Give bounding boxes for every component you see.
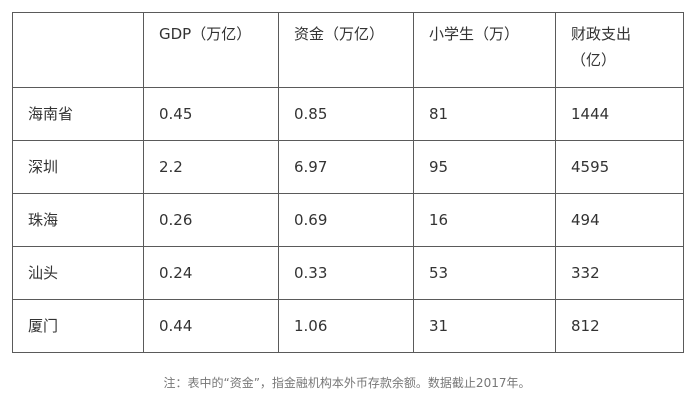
cell-funds: 0.33 [278,246,414,300]
header-label: GDP（万亿） [159,25,252,43]
header-region [12,12,144,88]
cell-region: 珠海 [12,193,144,247]
cell-pupils: 31 [413,299,556,353]
header-pupils: 小学生（万） [413,12,556,88]
table-row: 海南省 0.45 0.85 81 1444 [12,87,684,141]
cell-pupils: 16 [413,193,556,247]
header-fiscal-spending: 财政支出 （亿） [555,12,684,88]
cell-region: 深圳 [12,140,144,194]
cell-pupils: 53 [413,246,556,300]
cell-region: 汕头 [12,246,144,300]
cell-gdp: 2.2 [143,140,279,194]
header-label: 小学生（万） [429,25,520,43]
cell-pupils: 81 [413,87,556,141]
table-footnote: 注：表中的“资金”，指金融机构本外币存款余额。数据截止2017年。 [163,376,531,390]
cell-region: 厦门 [12,299,144,353]
cell-fiscal-spending: 4595 [555,140,684,194]
cell-region: 海南省 [12,87,144,141]
header-label: （亿） [571,51,617,69]
header-label: 资金（万亿） [294,25,385,43]
comparison-table: GDP（万亿） 资金（万亿） 小学生（万） 财政支出 （亿） 海南省 0.45 … [12,12,684,353]
table-row: 厦门 0.44 1.06 31 812 [12,299,684,353]
table-row: 汕头 0.24 0.33 53 332 [12,246,684,300]
cell-fiscal-spending: 332 [555,246,684,300]
cell-gdp: 0.44 [143,299,279,353]
table-row: 深圳 2.2 6.97 95 4595 [12,140,684,194]
cell-fiscal-spending: 494 [555,193,684,247]
cell-funds: 6.97 [278,140,414,194]
table-row: 珠海 0.26 0.69 16 494 [12,193,684,247]
cell-fiscal-spending: 812 [555,299,684,353]
cell-funds: 0.69 [278,193,414,247]
cell-pupils: 95 [413,140,556,194]
cell-fiscal-spending: 1444 [555,87,684,141]
header-funds: 资金（万亿） [278,12,414,88]
header-gdp: GDP（万亿） [143,12,279,88]
cell-gdp: 0.24 [143,246,279,300]
header-label: 财政支出 [571,25,632,43]
table-header-row: GDP（万亿） 资金（万亿） 小学生（万） 财政支出 （亿） [12,12,684,88]
cell-funds: 0.85 [278,87,414,141]
cell-gdp: 0.26 [143,193,279,247]
cell-funds: 1.06 [278,299,414,353]
cell-gdp: 0.45 [143,87,279,141]
